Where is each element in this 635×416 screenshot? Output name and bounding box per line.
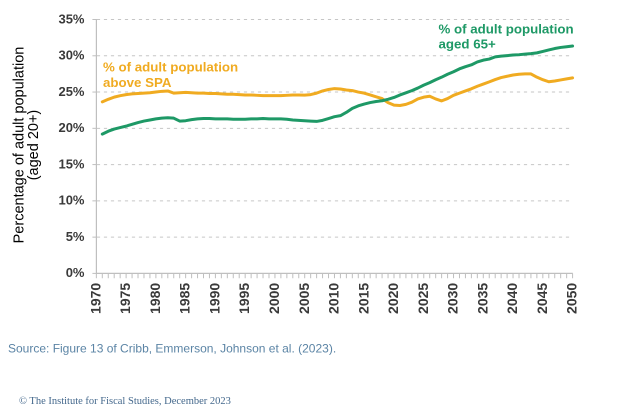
svg-text:2010: 2010 <box>326 283 342 314</box>
svg-text:35%: 35% <box>58 11 84 26</box>
svg-text:1985: 1985 <box>177 283 193 314</box>
svg-text:Source: Figure 13 of Cribb, Em: Source: Figure 13 of Cribb, Emmerson, Jo… <box>8 342 336 356</box>
svg-text:2015: 2015 <box>355 283 371 314</box>
svg-text:1980: 1980 <box>147 283 163 314</box>
svg-text:0%: 0% <box>66 265 85 280</box>
svg-text:2045: 2045 <box>534 283 550 314</box>
svg-text:1995: 1995 <box>236 283 252 314</box>
svg-text:Percentage of adult population: Percentage of adult population <box>12 47 28 244</box>
svg-text:1970: 1970 <box>87 283 103 314</box>
svg-text:2005: 2005 <box>296 283 312 314</box>
svg-text:1975: 1975 <box>117 283 133 314</box>
svg-text:30%: 30% <box>58 48 84 63</box>
svg-text:above SPA: above SPA <box>103 75 172 90</box>
svg-text:15%: 15% <box>58 156 84 171</box>
svg-text:© The Institute for Fiscal Stu: © The Institute for Fiscal Studies, Dece… <box>19 396 231 407</box>
svg-text:20%: 20% <box>58 120 84 135</box>
svg-text:2030: 2030 <box>445 283 461 314</box>
svg-text:(aged 20+): (aged 20+) <box>26 110 42 181</box>
svg-text:% of adult population: % of adult population <box>439 22 574 37</box>
svg-text:25%: 25% <box>58 84 84 99</box>
svg-text:2025: 2025 <box>415 283 431 314</box>
svg-text:2050: 2050 <box>564 283 580 314</box>
svg-text:aged 65+: aged 65+ <box>439 37 497 52</box>
svg-text:1990: 1990 <box>206 283 222 314</box>
svg-text:10%: 10% <box>58 193 84 208</box>
svg-text:2040: 2040 <box>504 283 520 314</box>
svg-text:% of adult population: % of adult population <box>103 60 238 75</box>
svg-text:5%: 5% <box>66 229 85 244</box>
svg-text:2000: 2000 <box>266 283 282 314</box>
svg-text:2035: 2035 <box>474 283 490 314</box>
svg-text:2020: 2020 <box>385 283 401 314</box>
